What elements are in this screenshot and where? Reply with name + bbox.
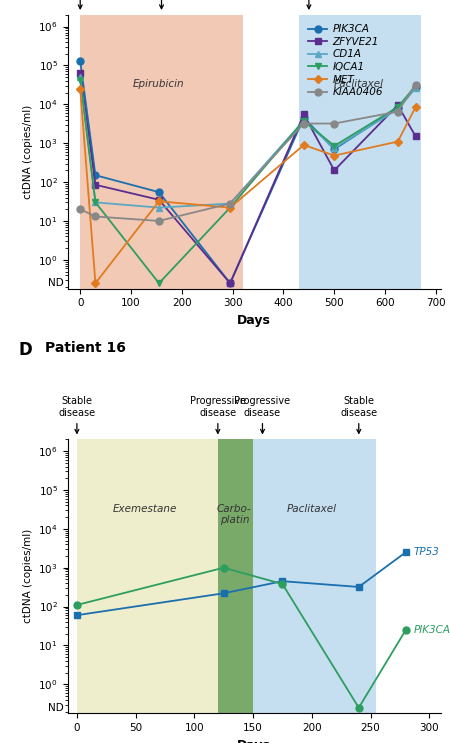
Text: Progressive
disease: Progressive disease bbox=[190, 397, 246, 433]
CD1A bbox=[93, 198, 98, 207]
CD1A bbox=[156, 203, 162, 212]
Text: ND: ND bbox=[48, 278, 64, 288]
KIAA0406 bbox=[156, 216, 162, 225]
Text: Exemestane: Exemestane bbox=[113, 504, 177, 513]
ZFYVE21 bbox=[332, 166, 337, 175]
Text: Progressive
disease: Progressive disease bbox=[52, 0, 108, 9]
Text: ND: ND bbox=[48, 703, 64, 713]
ZFYVE21 bbox=[413, 132, 418, 140]
Line: MET: MET bbox=[77, 86, 418, 286]
ZFYVE21 bbox=[227, 279, 233, 288]
Text: Paclitaxel: Paclitaxel bbox=[287, 504, 337, 513]
Text: Progressive
disease: Progressive disease bbox=[281, 0, 337, 9]
IQCA1 bbox=[227, 203, 233, 212]
IQCA1 bbox=[332, 141, 337, 150]
Text: D: D bbox=[19, 341, 33, 359]
KIAA0406 bbox=[301, 119, 306, 128]
KIAA0406 bbox=[77, 205, 83, 214]
PIK3CA bbox=[356, 704, 361, 713]
MET bbox=[332, 151, 337, 160]
PIK3CA bbox=[280, 580, 285, 588]
Line: IQCA1: IQCA1 bbox=[77, 77, 419, 287]
X-axis label: Days: Days bbox=[237, 314, 271, 327]
Text: TP53: TP53 bbox=[414, 548, 440, 557]
IQCA1 bbox=[395, 103, 400, 111]
Line: PIK3CA: PIK3CA bbox=[77, 57, 419, 287]
PIK3CA bbox=[93, 171, 98, 180]
Text: Patient 16: Patient 16 bbox=[45, 341, 126, 355]
MET bbox=[413, 103, 418, 111]
MET bbox=[301, 140, 306, 149]
Text: Epirubicin: Epirubicin bbox=[133, 79, 185, 89]
CD1A bbox=[332, 143, 337, 152]
PIK3CA bbox=[413, 82, 418, 91]
ZFYVE21 bbox=[395, 101, 400, 110]
ZFYVE21 bbox=[77, 68, 83, 77]
CD1A bbox=[77, 73, 83, 82]
X-axis label: Days: Days bbox=[237, 739, 271, 743]
PIK3CA bbox=[74, 600, 80, 609]
PIK3CA bbox=[395, 103, 400, 112]
Line: ZFYVE21: ZFYVE21 bbox=[77, 69, 419, 287]
Text: PIK3CA: PIK3CA bbox=[414, 625, 450, 635]
IQCA1 bbox=[413, 81, 418, 90]
Line: TP53: TP53 bbox=[73, 549, 409, 619]
Bar bbox=[253, 439, 376, 713]
TP53 bbox=[356, 583, 361, 591]
Bar bbox=[299, 15, 421, 289]
PIK3CA bbox=[77, 56, 83, 65]
Y-axis label: ctDNA (copies/ml): ctDNA (copies/ml) bbox=[23, 105, 33, 199]
PIK3CA bbox=[332, 145, 337, 154]
Text: Progressive
disease: Progressive disease bbox=[234, 397, 291, 433]
Bar bbox=[77, 439, 218, 713]
Line: KIAA0406: KIAA0406 bbox=[77, 81, 419, 224]
Bar bbox=[218, 439, 253, 713]
IQCA1 bbox=[301, 116, 306, 125]
TP53 bbox=[280, 577, 285, 585]
Text: Stable
disease: Stable disease bbox=[340, 397, 378, 433]
Y-axis label: ctDNA (copies/ml): ctDNA (copies/ml) bbox=[23, 529, 33, 623]
TP53 bbox=[403, 548, 409, 557]
PIK3CA bbox=[301, 114, 306, 123]
MET bbox=[93, 279, 98, 288]
PIK3CA bbox=[403, 626, 409, 635]
Line: PIK3CA: PIK3CA bbox=[73, 564, 409, 711]
CD1A bbox=[395, 105, 400, 114]
MET bbox=[77, 85, 83, 94]
CD1A bbox=[227, 199, 233, 208]
CD1A bbox=[413, 84, 418, 93]
Legend: PIK3CA, ZFYVE21, CD1A, IQCA1, MET, KIAA0406: PIK3CA, ZFYVE21, CD1A, IQCA1, MET, KIAA0… bbox=[304, 20, 387, 102]
KIAA0406 bbox=[332, 119, 337, 128]
Bar bbox=[80, 15, 243, 289]
Text: Stable
disease: Stable disease bbox=[58, 397, 95, 433]
Line: CD1A: CD1A bbox=[77, 74, 419, 211]
KIAA0406 bbox=[227, 199, 233, 208]
KIAA0406 bbox=[93, 212, 98, 221]
Text: Paclitaxel: Paclitaxel bbox=[334, 79, 384, 89]
PIK3CA bbox=[156, 188, 162, 197]
PIK3CA bbox=[221, 563, 226, 572]
ZFYVE21 bbox=[93, 181, 98, 189]
CD1A bbox=[301, 116, 306, 125]
TP53 bbox=[74, 611, 80, 620]
MET bbox=[395, 137, 400, 146]
MET bbox=[156, 197, 162, 206]
IQCA1 bbox=[156, 279, 162, 288]
MET bbox=[227, 203, 233, 212]
ZFYVE21 bbox=[156, 195, 162, 204]
TP53 bbox=[221, 588, 226, 597]
PIK3CA bbox=[227, 279, 233, 288]
IQCA1 bbox=[77, 76, 83, 85]
ZFYVE21 bbox=[301, 110, 306, 119]
IQCA1 bbox=[93, 198, 98, 207]
Text: Stable
disease: Stable disease bbox=[143, 0, 180, 9]
Text: Carbo-
platin: Carbo- platin bbox=[217, 504, 252, 525]
KIAA0406 bbox=[395, 107, 400, 116]
KIAA0406 bbox=[413, 80, 418, 89]
